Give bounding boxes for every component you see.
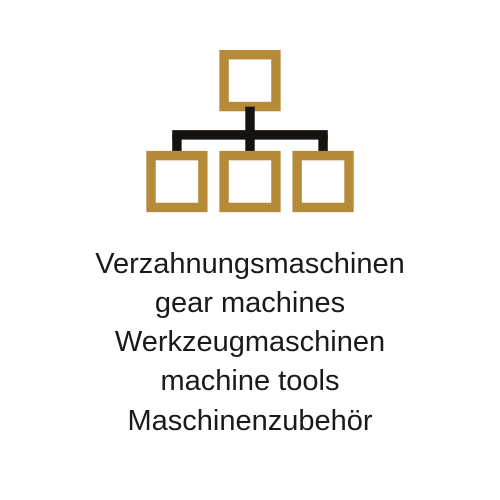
text-line-4: machine tools [95, 362, 405, 401]
text-line-3: Werkzeugmaschinen [95, 323, 405, 362]
text-line-2: gear machines [95, 284, 405, 323]
category-text: Verzahnungsmaschinen gear machines Werkz… [95, 245, 405, 441]
org-chart-icon [140, 50, 360, 215]
text-line-5: Maschinenzubehör [95, 402, 405, 441]
text-line-1: Verzahnungsmaschinen [95, 245, 405, 284]
